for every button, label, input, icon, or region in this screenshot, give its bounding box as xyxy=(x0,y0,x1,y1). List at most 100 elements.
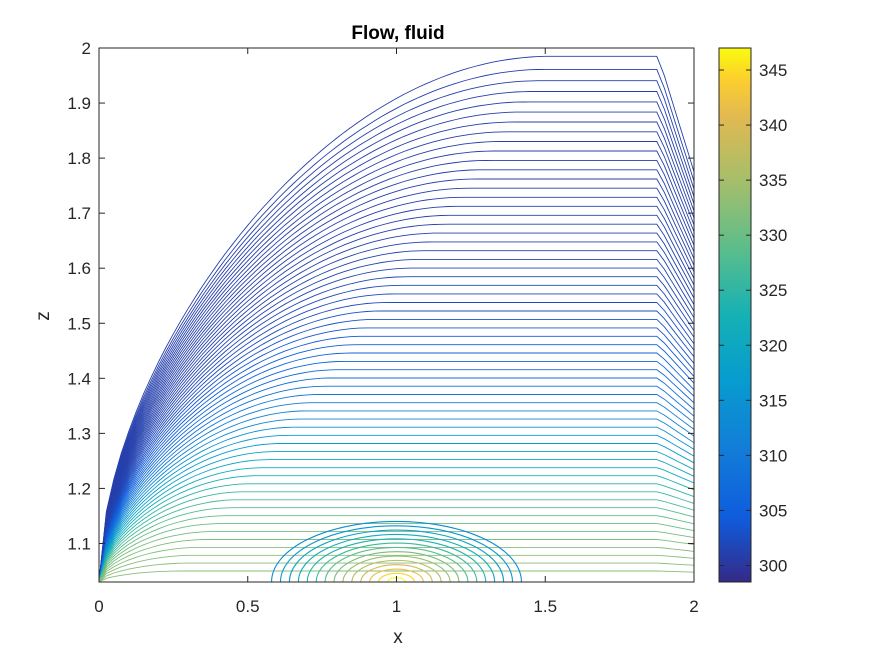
contour-line xyxy=(99,385,694,582)
contour-line xyxy=(99,554,694,582)
contour-line xyxy=(99,360,694,582)
colorbar-tick-label: 335 xyxy=(759,171,787,190)
plot-area: 0 0.5 1 1.5 2 1.1 1.2 1.3 1.4 1.5 1.6 1.7 1.8 1.9 2 xyxy=(67,39,699,616)
contour-line xyxy=(99,187,694,582)
colorbar-tick-label: 300 xyxy=(759,556,787,575)
contour-line xyxy=(99,426,694,582)
contour-line xyxy=(99,241,694,582)
contour-line xyxy=(99,451,694,582)
contour-line xyxy=(99,159,694,582)
contour-line xyxy=(99,402,694,582)
contour-line xyxy=(99,196,694,582)
hotspot-contour xyxy=(351,559,442,582)
contour-line xyxy=(99,352,694,582)
x-tick-label: 0 xyxy=(94,597,103,616)
contour-line xyxy=(99,150,694,582)
contour-line xyxy=(99,131,694,582)
colorbar-gradient xyxy=(718,47,752,583)
colorbar-tick-label: 310 xyxy=(759,446,787,465)
contour-line xyxy=(99,410,694,582)
hotspot-contour xyxy=(279,525,514,582)
colorbar-tick-label: 345 xyxy=(759,61,787,80)
contour-line xyxy=(99,507,694,582)
contour-line xyxy=(99,205,694,582)
plot-background xyxy=(99,48,694,582)
contour-line xyxy=(99,562,694,582)
contour-line xyxy=(99,394,694,582)
y-tick-label: 1.2 xyxy=(67,479,91,498)
contour-line xyxy=(99,141,694,582)
contour-lines xyxy=(99,55,694,582)
contour-line xyxy=(99,101,694,582)
contour-line xyxy=(99,169,694,582)
y-tick-label: 1.5 xyxy=(67,314,91,333)
contour-line xyxy=(99,475,694,582)
contour-line xyxy=(99,459,694,582)
contour-line xyxy=(99,377,694,582)
colorbar-tick-label: 320 xyxy=(759,336,787,355)
x-tick-label: 2 xyxy=(689,597,698,616)
contour-line xyxy=(99,91,694,582)
hotspot-contour xyxy=(333,551,460,582)
colorbar-tick-label: 340 xyxy=(759,116,787,135)
contour-line xyxy=(99,232,694,582)
colorbar-tick-label: 305 xyxy=(759,501,787,520)
contour-line xyxy=(99,515,694,582)
contour-line xyxy=(99,318,694,582)
contour-line xyxy=(99,467,694,582)
hotspot-contour xyxy=(324,546,469,582)
hotspot-contour xyxy=(378,572,415,582)
x-tick-label: 0.5 xyxy=(236,597,260,616)
chart-title: Flow, fluid xyxy=(351,23,444,44)
contour-line xyxy=(99,267,694,582)
hotspot-contour xyxy=(306,538,487,582)
contour-line xyxy=(99,531,694,582)
y-tick-label: 1.1 xyxy=(67,534,91,553)
contour-line xyxy=(99,55,694,582)
contour-line xyxy=(99,539,694,582)
y-tick-label: 1.9 xyxy=(67,94,91,113)
y-tick-label: 2 xyxy=(82,39,91,58)
contour-line xyxy=(99,250,694,582)
contour-line xyxy=(99,570,694,582)
contour-line xyxy=(99,178,694,582)
contour-line xyxy=(99,491,694,582)
contour-line xyxy=(99,310,694,582)
colorbar-tick-label: 315 xyxy=(759,391,787,410)
y-tick-label: 1.6 xyxy=(67,259,91,278)
hotspot-contour xyxy=(271,520,522,582)
colorbar: 300 305 310 315 320 325 330 335 340 345 xyxy=(718,47,787,583)
contour-line xyxy=(99,523,694,582)
colorbar-tick-label: 330 xyxy=(759,226,787,245)
contour-line xyxy=(99,483,694,582)
contour-line xyxy=(99,344,694,582)
contour-line xyxy=(99,302,694,582)
contour-line xyxy=(99,293,694,582)
contour-line xyxy=(99,335,694,582)
contour-line xyxy=(99,258,694,582)
x-axis-label: x xyxy=(393,627,403,648)
contour-line xyxy=(99,284,694,582)
contour-line xyxy=(99,443,694,582)
y-tick-label: 1.4 xyxy=(67,369,91,388)
y-tick-label: 1.7 xyxy=(67,204,91,223)
contour-line xyxy=(99,121,694,582)
contour-line xyxy=(99,223,694,582)
contour-line xyxy=(99,369,694,582)
x-tick-label: 1.5 xyxy=(533,597,557,616)
colorbar-ticks: 300 305 310 315 320 325 330 335 340 345 xyxy=(719,61,787,575)
contour-line xyxy=(99,418,694,582)
contour-line xyxy=(99,111,694,582)
contour-line xyxy=(99,499,694,582)
hotspot-contour xyxy=(297,533,496,582)
contour-line xyxy=(99,434,694,582)
x-axis: 0 0.5 1 1.5 2 xyxy=(94,48,699,616)
contour-line xyxy=(99,276,694,582)
y-tick-label: 1.8 xyxy=(67,149,91,168)
contour-line xyxy=(99,80,694,582)
contour-line xyxy=(99,68,694,582)
y-axis: 1.1 1.2 1.3 1.4 1.5 1.6 1.7 1.8 1.9 2 xyxy=(67,39,694,553)
y-tick-label: 1.3 xyxy=(67,424,91,443)
colorbar-tick-label: 325 xyxy=(759,281,787,300)
